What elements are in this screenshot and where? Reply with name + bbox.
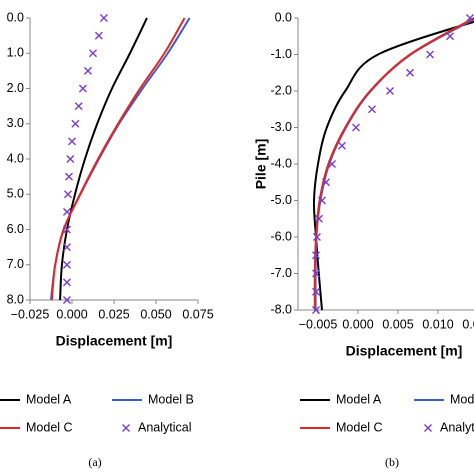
caption: (b)	[385, 455, 399, 469]
y-tick-label: 1.0	[7, 46, 24, 60]
legend-label: Model B	[450, 392, 474, 406]
data-point	[62, 243, 71, 252]
data-point	[74, 102, 83, 111]
y-axis-label: Pile [m]	[253, 139, 269, 190]
y-tick-label: 0.0	[275, 10, 292, 24]
data-point	[312, 269, 320, 278]
data-line	[50, 17, 186, 301]
data-point	[368, 105, 376, 114]
data-point	[446, 32, 454, 41]
y-tick-label: 6.0	[7, 222, 24, 236]
data-point	[312, 233, 321, 241]
plot-area	[312, 14, 474, 314]
y-tick-label: 5.0	[7, 187, 24, 201]
data-line	[50, 17, 191, 301]
data-point	[68, 137, 76, 146]
data-point	[352, 123, 360, 132]
data-point	[63, 190, 72, 199]
legend-label: Model A	[336, 392, 382, 406]
y-tick-label: 4.0	[7, 151, 24, 165]
data-point	[338, 141, 346, 150]
data-point	[66, 155, 75, 163]
data-point	[314, 214, 323, 223]
legend-marker	[122, 424, 130, 432]
chart: 0.0 -1.0 -2.0 -3.0 -4.0 -5.0 -6.0 -7.0 -8.0 −0.00…	[253, 10, 474, 469]
data-point	[62, 260, 71, 269]
data-point	[426, 50, 434, 59]
data-line	[312, 20, 474, 311]
x-axis-label: Displacement [m]	[56, 333, 173, 349]
y-tick-label: -4.0	[270, 156, 292, 170]
y-tick-label: 2.0	[7, 81, 24, 95]
x-tick-label: 0.000	[342, 317, 373, 331]
data-point	[312, 251, 320, 260]
chart: 0.0 1.0 2.0 3.0 4.0 5.0 6.0 7.0 8.0−0.025 0.000 0.…	[0, 10, 214, 469]
data-point	[318, 196, 326, 205]
y-tick-label: -5.0	[270, 193, 292, 207]
x-tick-label: 0.025	[98, 307, 129, 321]
y-tick-label: -6.0	[270, 229, 292, 243]
data-point	[328, 160, 336, 168]
data-point	[62, 225, 71, 234]
x-tick-label: 0.015	[462, 317, 474, 331]
data-point	[386, 87, 394, 95]
x-axis-label: Displacement [m]	[346, 343, 463, 359]
legend-label: Analytical	[440, 420, 474, 434]
data-point	[99, 14, 108, 22]
data-point	[83, 66, 92, 75]
x-tick-label: −0.025	[11, 307, 50, 321]
x-tick-label: −0.005	[299, 317, 338, 331]
legend-label: Model C	[336, 420, 383, 434]
data-line	[314, 18, 474, 311]
y-tick-label: 3.0	[7, 116, 24, 130]
data-point	[62, 278, 71, 287]
data-point	[78, 84, 87, 93]
x-tick-label: 0.010	[422, 317, 453, 331]
x-tick-label: 0.005	[382, 317, 413, 331]
caption: (a)	[88, 455, 101, 469]
legend-label: Model C	[26, 420, 73, 434]
plot-area	[50, 14, 191, 304]
legend-label: Analytical	[138, 420, 192, 434]
data-point	[71, 119, 80, 128]
legend-label: Model B	[148, 392, 194, 406]
y-tick-label: -8.0	[270, 302, 292, 316]
data-point	[466, 14, 474, 22]
x-tick-label: 0.050	[140, 307, 171, 321]
data-point	[62, 207, 71, 216]
x-tick-label: 0.075	[182, 307, 213, 321]
data-point	[312, 306, 320, 314]
legend-label: Model A	[26, 392, 72, 406]
x-tick-label: 0.000	[56, 307, 87, 321]
y-tick-label: -7.0	[270, 266, 292, 280]
data-point	[64, 172, 73, 181]
data-point	[62, 296, 71, 304]
data-point	[312, 287, 320, 296]
y-tick-label: -2.0	[270, 83, 292, 97]
y-tick-label: -3.0	[270, 120, 292, 134]
legend-marker	[424, 424, 432, 432]
y-tick-label: 8.0	[7, 292, 24, 306]
y-tick-label: 0.0	[7, 10, 24, 24]
data-point	[406, 68, 414, 77]
data-point	[322, 178, 330, 187]
y-tick-label: 7.0	[7, 257, 24, 271]
y-tick-label: -1.0	[270, 47, 292, 61]
data-line	[313, 17, 474, 311]
data-point	[89, 49, 97, 58]
data-point	[94, 31, 103, 40]
data-line	[59, 17, 148, 301]
